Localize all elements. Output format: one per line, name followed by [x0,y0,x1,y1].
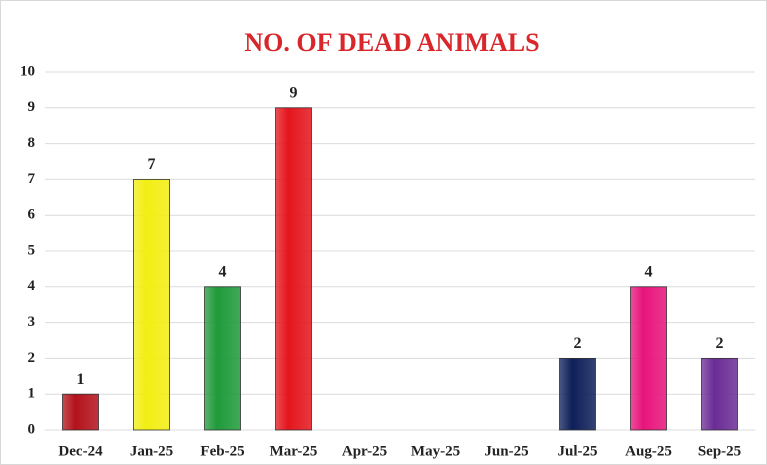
bar [701,357,738,431]
y-tick-label: 7 [28,171,36,187]
y-tick-label: 8 [28,135,36,151]
x-tick-label: Aug-25 [625,443,672,459]
bar [275,107,312,431]
bar [62,393,99,431]
y-tick-label: 1 [28,386,36,402]
bar [559,357,596,431]
x-tick-label: Jun-25 [484,443,528,459]
data-label: 1 [77,371,85,388]
y-tick-label: 3 [28,314,36,330]
y-tick-label: 5 [28,242,36,258]
x-tick-label: Jan-25 [130,443,173,459]
x-tick-label: Dec-24 [58,443,103,459]
data-label: 2 [716,335,724,352]
x-tick-label: Feb-25 [200,443,244,459]
data-label: 4 [645,263,653,280]
data-label: 7 [148,156,156,173]
y-tick-label: 4 [28,278,36,294]
y-tick-label: 2 [28,350,36,366]
data-label: 4 [219,263,227,280]
data-label: 2 [574,335,582,352]
x-tick-label: Sep-25 [698,443,741,459]
chart-title: NO. OF DEAD ANIMALS [244,28,539,57]
y-tick-label: 6 [28,207,36,223]
x-tick-label: Mar-25 [270,443,318,459]
y-tick-label: 10 [20,63,35,79]
x-tick-label: Jul-25 [557,443,597,459]
bar [204,286,241,431]
x-tick-label: May-25 [411,443,460,459]
y-tick-label: 9 [28,99,36,115]
data-label: 9 [290,84,298,101]
bar [630,286,667,431]
x-tick-label: Apr-25 [342,443,387,459]
y-tick-label: 0 [28,421,36,437]
bar [133,178,170,431]
